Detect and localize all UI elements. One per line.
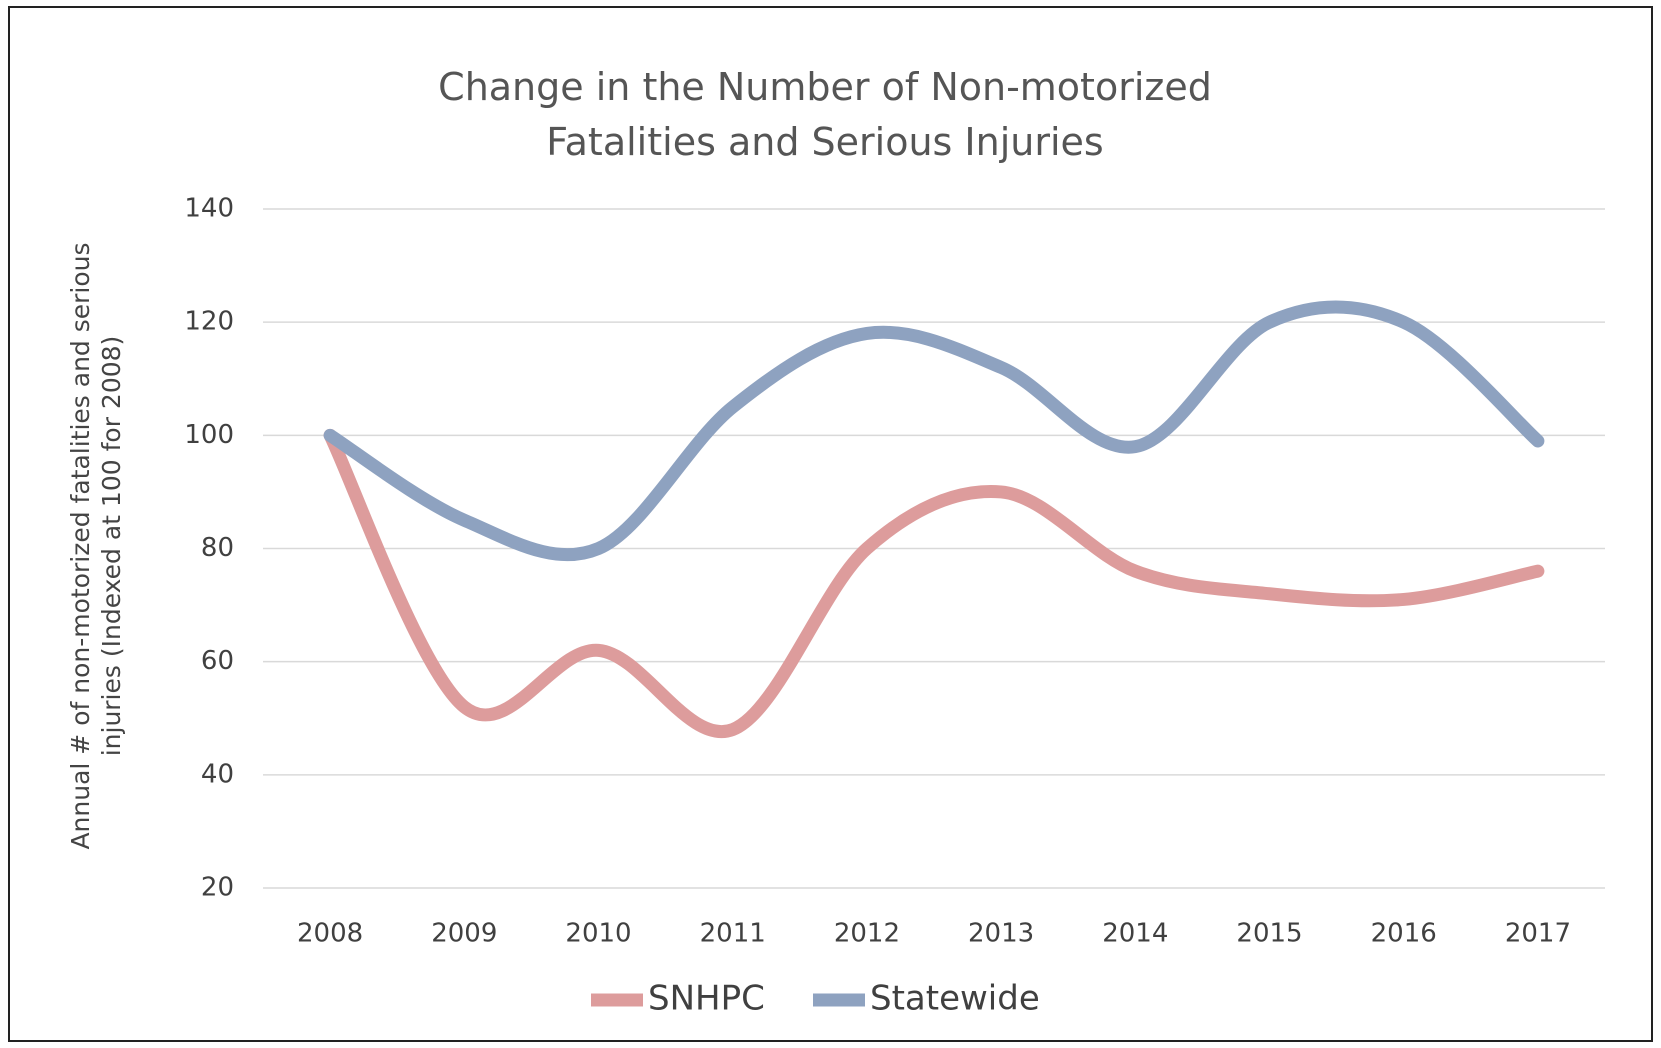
x-tick-label: 2015 bbox=[1236, 919, 1302, 949]
line-series bbox=[323, 428, 1545, 739]
x-tick-label: 2010 bbox=[565, 919, 631, 949]
line-series bbox=[323, 300, 1545, 562]
chart-frame bbox=[8, 6, 1653, 1042]
legend-label: SNHPC bbox=[648, 979, 765, 1019]
x-tick-label: 2011 bbox=[700, 919, 766, 949]
x-tick-label: 2017 bbox=[1505, 919, 1571, 949]
chart-title: Change in the Number of Non-motorized Fa… bbox=[438, 65, 1212, 164]
y-tick-label: 120 bbox=[184, 307, 234, 337]
legend-label: Statewide bbox=[870, 979, 1040, 1019]
y-tick-label: 80 bbox=[201, 533, 234, 563]
x-tick-label: 2014 bbox=[1102, 919, 1168, 949]
x-tick-label: 2012 bbox=[834, 919, 900, 949]
y-tick-label: 20 bbox=[201, 873, 234, 903]
y-tick-label: 140 bbox=[184, 194, 234, 224]
y-tick-label: 40 bbox=[201, 759, 234, 789]
y-tick-label: 60 bbox=[201, 646, 234, 676]
x-tick-label: 2009 bbox=[431, 919, 497, 949]
x-tick-label: 2016 bbox=[1371, 919, 1437, 949]
y-tick-label: 100 bbox=[184, 420, 234, 450]
x-tick-label: 2013 bbox=[968, 919, 1034, 949]
x-tick-label: 2008 bbox=[297, 919, 363, 949]
